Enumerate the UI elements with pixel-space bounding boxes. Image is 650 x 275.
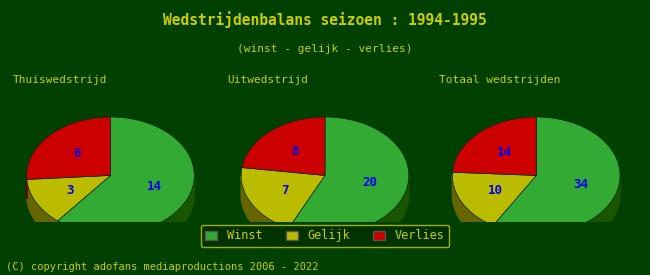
Polygon shape [452,172,536,226]
Polygon shape [242,117,325,175]
Polygon shape [289,117,409,234]
Polygon shape [241,167,325,228]
Text: 3: 3 [66,184,73,197]
Text: (C) copyright adofans mediaproductions 2006 - 2022: (C) copyright adofans mediaproductions 2… [6,262,319,272]
Text: 10: 10 [488,184,503,197]
Polygon shape [452,175,493,245]
Polygon shape [58,117,194,234]
Polygon shape [27,175,111,221]
Text: 6: 6 [73,147,81,160]
Text: (winst - gelijk - verlies): (winst - gelijk - verlies) [237,44,413,54]
Polygon shape [289,176,409,254]
Text: 14: 14 [146,180,161,193]
Text: 8: 8 [291,145,298,158]
Polygon shape [493,117,620,234]
Text: 7: 7 [281,184,288,197]
Legend: Winst, Gelijk, Verlies: Winst, Gelijk, Verlies [201,225,449,247]
Text: Thuiswedstrijd: Thuiswedstrijd [13,75,107,85]
Polygon shape [27,117,111,180]
Text: Wedstrijdenbalans seizoen : 1994-1995: Wedstrijdenbalans seizoen : 1994-1995 [163,11,487,28]
Text: Uitwedstrijd: Uitwedstrijd [227,75,309,85]
Polygon shape [452,117,536,175]
Polygon shape [58,178,194,254]
Text: 20: 20 [363,176,378,189]
Polygon shape [493,178,620,254]
Text: 34: 34 [573,178,588,191]
Polygon shape [241,176,289,248]
Text: 14: 14 [497,145,512,159]
Polygon shape [27,180,58,240]
Text: Totaal wedstrijden: Totaal wedstrijden [439,75,560,85]
